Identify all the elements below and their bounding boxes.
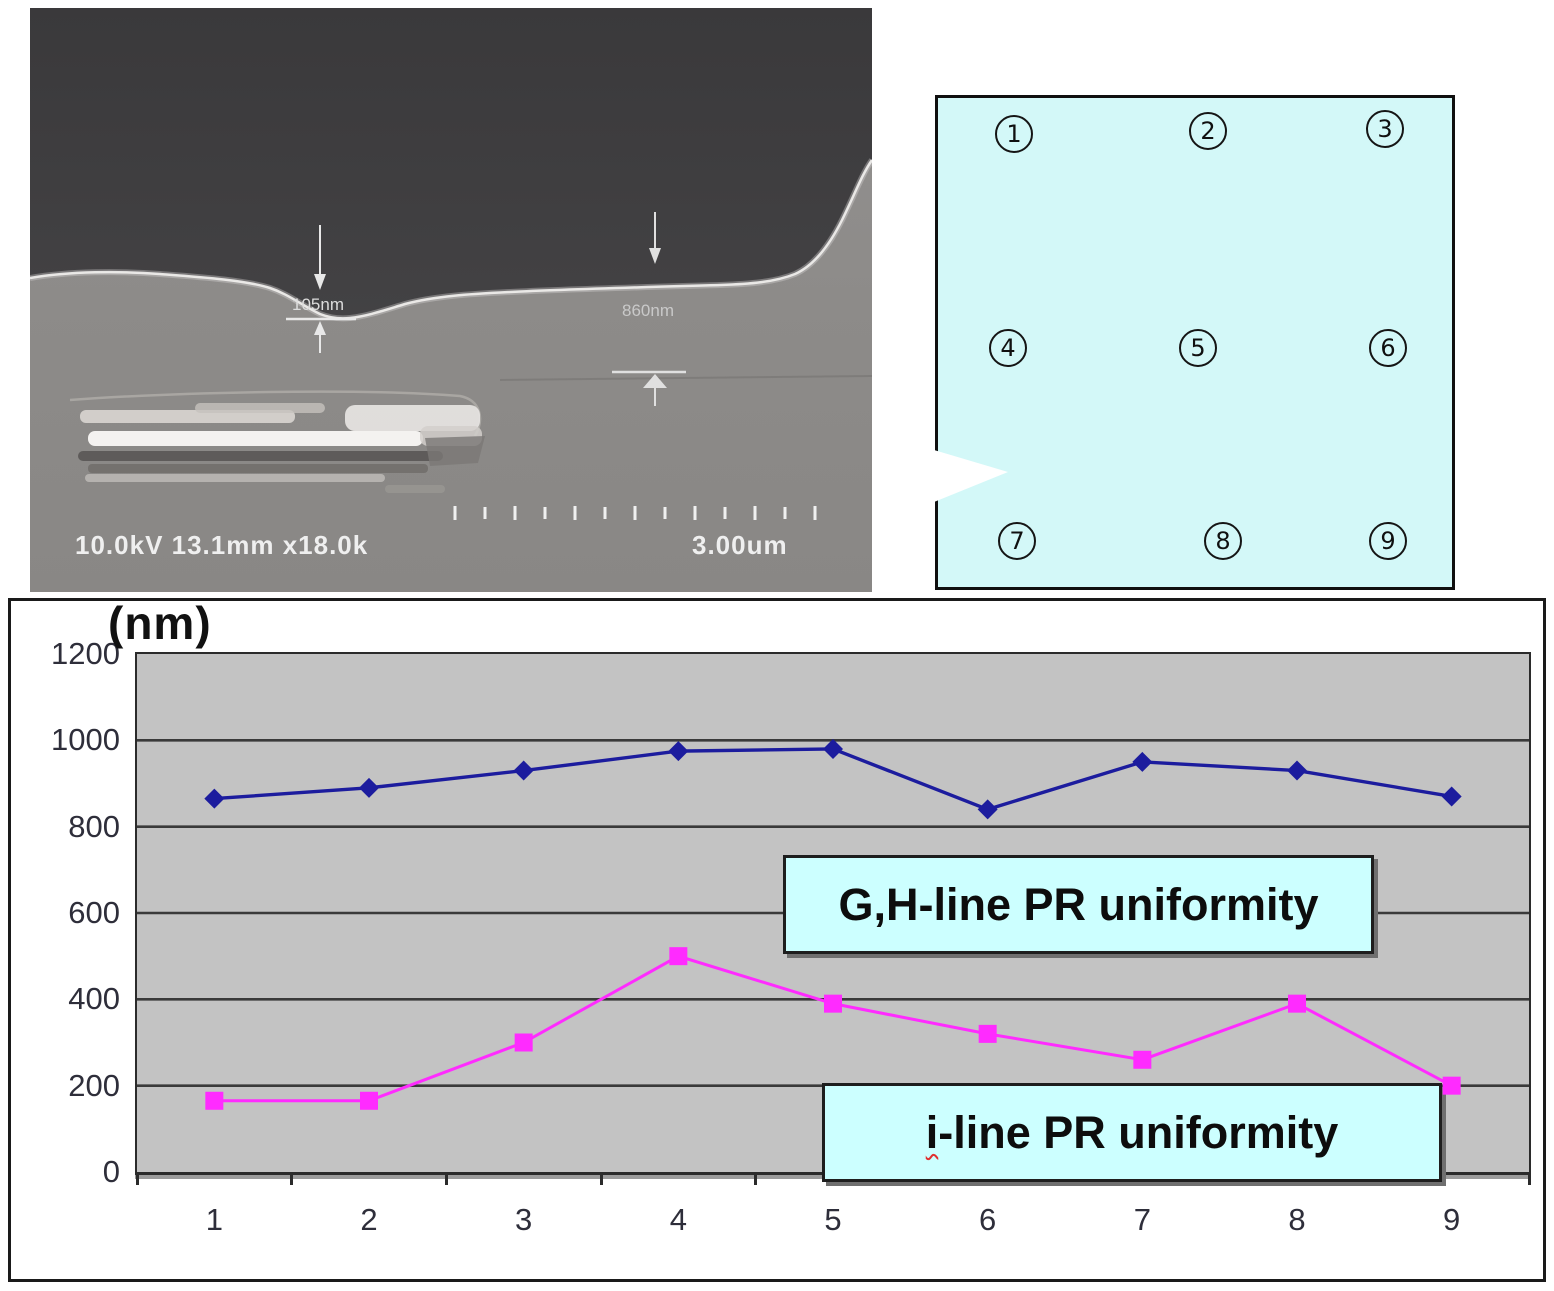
sem-layer-streaks	[69, 390, 485, 493]
y-axis-tick-label: 600	[68, 895, 120, 930]
wafer-point-2: 2	[1189, 112, 1227, 150]
x-axis-tick-label: 4	[669, 1202, 687, 1237]
gh-line-series-label-text: G,H-line PR uniformity	[838, 878, 1319, 930]
gh-line-series-label: G,H-line PR uniformity	[783, 855, 1374, 954]
x-axis-tick-label: 6	[979, 1202, 997, 1237]
wafer-point-8: 8	[1204, 522, 1242, 560]
wafer-notch-icon	[934, 450, 1008, 502]
y-axis-tick-label: 400	[68, 981, 120, 1017]
sem-vacuum-region	[30, 8, 872, 319]
wafer-point-5: 5	[1179, 329, 1217, 367]
sem-measurement-right-text: 860nm	[622, 301, 674, 320]
wafer-point-9: 9	[1369, 522, 1407, 560]
y-axis-tick-label: 200	[68, 1067, 120, 1103]
x-axis-tick-mark	[599, 1173, 603, 1185]
sem-scale-ruler	[453, 506, 817, 520]
x-axis-tick-label: 1	[205, 1202, 223, 1237]
x-axis-tick-mark	[1527, 1173, 1531, 1185]
y-axis-tick-label: 1200	[51, 636, 120, 671]
wafer-point-3: 3	[1366, 110, 1404, 148]
sem-status-text: 10.0kV 13.1mm x18.0k	[75, 530, 368, 560]
sem-measurement-right-annotation: 860nm	[612, 212, 686, 406]
i-line-label-first-char: i	[925, 1106, 939, 1158]
x-axis-tick-mark	[135, 1173, 139, 1185]
i-line-series-label: i-line PR uniformity	[822, 1083, 1442, 1182]
x-axis-tick-label: 3	[515, 1202, 533, 1237]
x-axis-tick-label: 2	[360, 1202, 378, 1237]
x-axis-tick-label: 7	[1133, 1202, 1151, 1237]
wafer-map: 1 2 3 4 5 6 7 8 9	[934, 95, 1455, 590]
sem-interface-line	[499, 375, 873, 381]
x-axis-tick-mark	[444, 1173, 448, 1185]
x-axis-tick-mark	[754, 1173, 758, 1185]
x-axis-tick-mark	[290, 1173, 294, 1185]
sem-image: 105nm 860nm 10.0kV 13.1mm x18.0k	[29, 8, 875, 592]
sem-scale-label: 3.00um	[692, 530, 788, 560]
y-axis-tick-label: 1000	[51, 722, 120, 758]
wafer-point-7: 7	[998, 522, 1036, 560]
sem-status-bar: 10.0kV 13.1mm x18.0k 3.00um	[75, 506, 817, 560]
i-line-label-rest: -line PR uniformity	[938, 1106, 1339, 1158]
wafer-point-6: 6	[1369, 329, 1407, 367]
sem-surface-highlight	[29, 159, 874, 320]
y-axis-unit-label: (nm)	[108, 597, 212, 649]
x-axis-tick-label: 9	[1443, 1202, 1461, 1237]
y-axis-tick-label: 800	[68, 808, 120, 844]
sem-micrograph: 105nm 860nm 10.0kV 13.1mm x18.0k	[29, 8, 875, 592]
x-axis-tick-label: 5	[824, 1202, 842, 1237]
wafer-point-4: 4	[989, 329, 1027, 367]
sem-measurement-left-annotation: 105nm	[286, 225, 356, 353]
y-axis-tick-label: 0	[102, 1154, 120, 1189]
wafer-point-1: 1	[995, 115, 1033, 153]
sem-measurement-left-text: 105nm	[292, 295, 344, 314]
x-axis-tick-label: 8	[1288, 1202, 1306, 1237]
